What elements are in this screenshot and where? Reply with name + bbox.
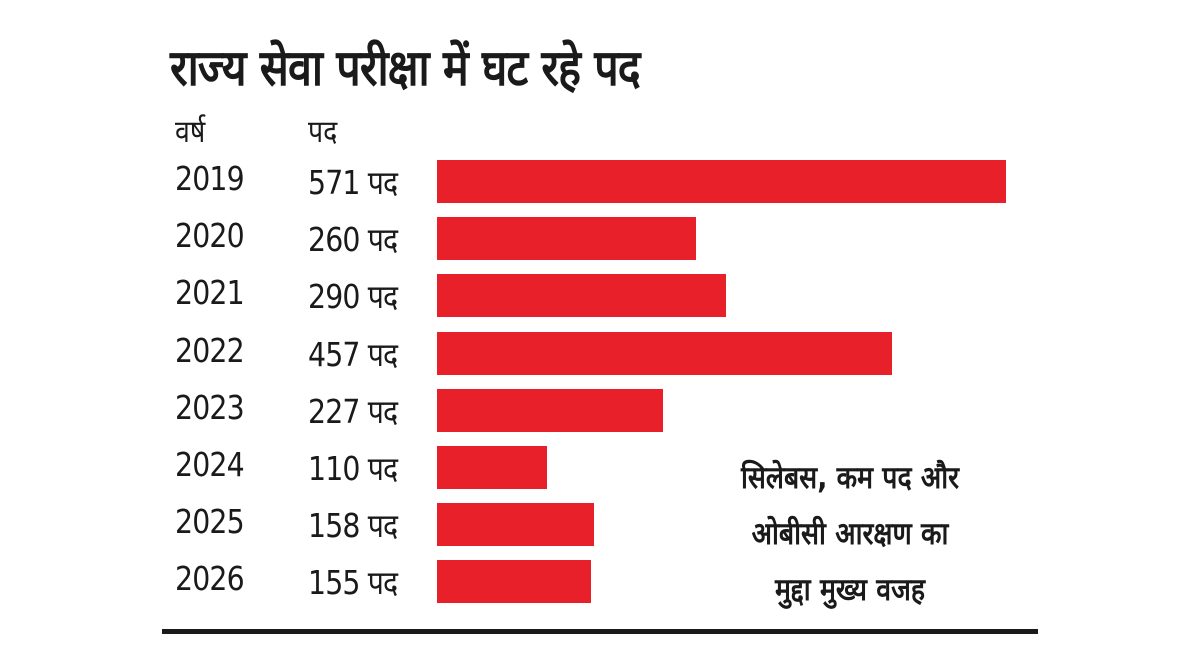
bar-2020 [437, 217, 696, 261]
note-line-2: ओबीसी आरक्षण का [751, 516, 949, 552]
bar-2021 [437, 274, 726, 318]
bar-2025 [437, 503, 594, 547]
year-column-header: वर्ष [175, 114, 206, 150]
bottom-rule [162, 629, 1038, 634]
chart-title: राज्य सेवा परीक्षा में घट रहे पद [170, 39, 641, 97]
bar-2019 [437, 160, 1006, 203]
year-label: 2021 [175, 273, 245, 313]
note-line-1: सिलेबस, कम पद और [740, 460, 960, 496]
bar-2024 [437, 446, 547, 489]
year-label: 2025 [175, 502, 245, 542]
value-label: 457 पद [308, 334, 398, 374]
value-label: 110 पद [308, 449, 398, 488]
bar-2022 [437, 331, 892, 375]
year-label: 2020 [175, 216, 245, 256]
value-label: 571 पद [308, 163, 398, 202]
value-label: 155 पद [308, 563, 398, 603]
year-label: 2022 [175, 330, 245, 370]
note-line-3: मुद्दा मुख्य वजह [774, 572, 926, 608]
year-label: 2023 [175, 387, 245, 427]
posts-column-header: पद [308, 114, 338, 150]
value-label: 227 पद [308, 391, 398, 431]
bar-2023 [437, 388, 663, 432]
year-label: 2019 [175, 159, 245, 198]
value-label: 290 पद [308, 277, 398, 317]
year-label: 2026 [175, 559, 245, 599]
year-label: 2024 [175, 445, 245, 484]
chart-note: सिलेबस, कम पद और ओबीसी आरक्षण का मुद्दा … [690, 450, 1010, 618]
value-label: 158 पद [308, 506, 398, 546]
bar-2026 [437, 560, 591, 604]
value-label: 260 पद [308, 220, 398, 260]
